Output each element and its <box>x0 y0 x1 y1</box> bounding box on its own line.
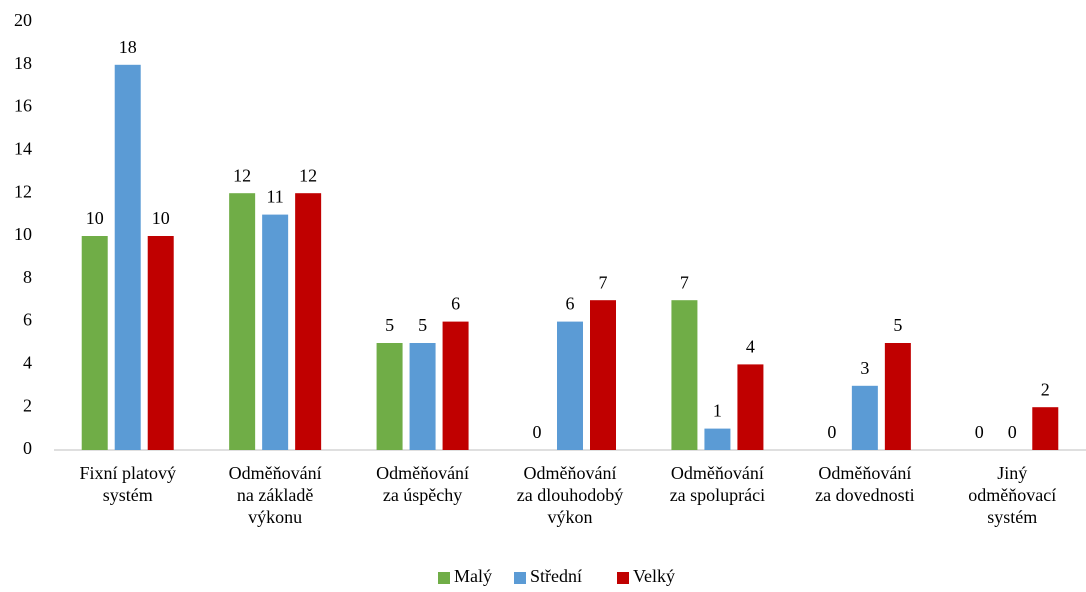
bar <box>884 343 911 450</box>
bar <box>557 321 583 450</box>
y-tick-label: 2 <box>23 395 32 415</box>
y-tick-label: 18 <box>14 53 32 73</box>
bar <box>704 428 731 450</box>
x-tick-label: Odměňování za spolupráci <box>670 463 765 505</box>
data-label: 7 <box>680 272 689 292</box>
y-tick-label: 0 <box>23 438 32 458</box>
y-tick-label: 8 <box>23 267 32 287</box>
x-tick-label: Odměňování za dlouhodobý výkon <box>517 463 623 527</box>
bar <box>671 300 698 450</box>
bar <box>442 321 469 450</box>
bar <box>409 343 436 450</box>
bar <box>262 214 289 450</box>
data-label: 4 <box>746 337 755 357</box>
legend-swatch <box>514 572 526 584</box>
bar <box>229 193 256 450</box>
y-tick-label: 20 <box>14 10 32 30</box>
y-tick-label: 12 <box>14 181 32 201</box>
bar <box>114 64 141 451</box>
data-label: 5 <box>385 315 394 335</box>
data-label: 0 <box>975 422 984 442</box>
data-label: 18 <box>119 37 137 57</box>
bar <box>147 236 174 450</box>
data-label: 11 <box>266 187 283 207</box>
data-label: 0 <box>533 422 542 442</box>
data-label: 1 <box>713 401 722 421</box>
legend-swatch <box>438 572 450 584</box>
x-tick-label: Odměňování na základě výkonu <box>229 463 322 527</box>
data-label: 0 <box>827 422 836 442</box>
y-tick-label: 6 <box>23 310 32 330</box>
data-label: 2 <box>1041 379 1050 399</box>
data-label: 10 <box>152 208 170 228</box>
legend-swatch <box>617 572 629 584</box>
data-label: 6 <box>451 294 460 314</box>
x-tick-label: Odměňování za dovednosti <box>815 463 914 505</box>
bar <box>376 343 403 450</box>
bar <box>737 364 764 450</box>
data-label: 5 <box>893 315 902 335</box>
data-label: 0 <box>1008 422 1017 442</box>
data-label: 7 <box>599 272 608 292</box>
data-label: 10 <box>86 208 104 228</box>
x-tick-label: Fixní platový systém <box>79 463 176 505</box>
x-tick-label: Jiný odměňovací systém <box>968 463 1056 527</box>
data-label: 12 <box>233 165 251 185</box>
bar <box>851 385 878 450</box>
y-tick-label: 10 <box>14 224 32 244</box>
bar <box>295 193 322 450</box>
x-tick-label: Odměňování za úspěchy <box>376 463 469 505</box>
data-label: 3 <box>860 358 869 378</box>
legend-label: Velký <box>633 566 675 586</box>
data-label: 5 <box>418 315 427 335</box>
bar <box>1032 407 1059 450</box>
y-tick-label: 14 <box>14 139 32 159</box>
legend-label: Střední <box>530 566 582 586</box>
data-label: 6 <box>566 294 575 314</box>
bar <box>81 236 108 450</box>
data-label: 12 <box>299 165 317 185</box>
y-tick-label: 4 <box>23 353 32 373</box>
bar <box>590 300 616 450</box>
legend-label: Malý <box>454 566 492 586</box>
y-tick-label: 16 <box>14 96 32 116</box>
